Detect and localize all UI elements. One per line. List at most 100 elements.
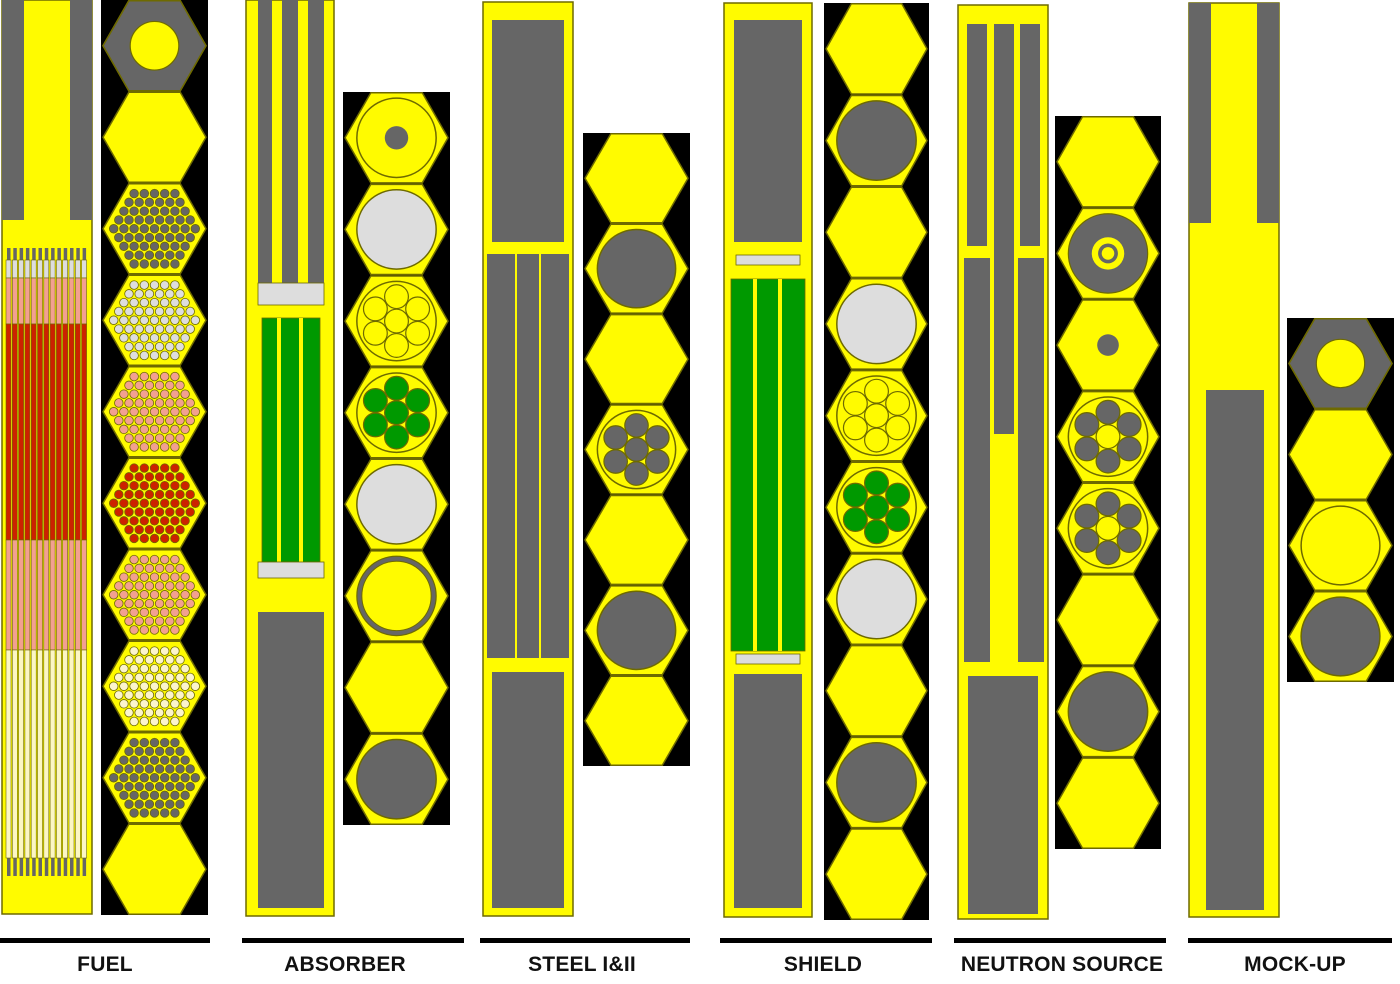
hex-shape [584,675,689,767]
absorber-rod-right [308,0,324,283]
pin [139,773,150,783]
rod [842,390,868,416]
pin [134,250,144,260]
pin [175,472,185,482]
fuel-top-plug [57,248,61,260]
pin [129,716,139,727]
pin [144,489,155,500]
pin [134,232,144,243]
rod [885,507,911,533]
pin [139,755,150,765]
fuel-pin-red [62,323,69,541]
pin [144,563,155,574]
pin [175,672,185,683]
pin [175,489,185,500]
pin [114,598,124,609]
hex-plain [584,133,689,224]
pin [159,663,170,674]
pin [165,250,175,260]
pin [114,324,124,334]
rod [863,470,890,496]
rod [603,425,628,450]
pin [175,581,185,591]
rod [1074,411,1100,437]
pin [134,215,144,225]
hex-plain [102,823,207,916]
pin [170,371,180,382]
pin [119,389,129,399]
pin [129,371,139,382]
pin [139,572,150,582]
steel-disc [356,738,437,820]
label-mock-up: MOCK-UP [1244,953,1346,976]
hex-gray-circle [825,278,928,370]
pin [154,415,165,426]
hex-pins-dark [102,732,207,824]
fuel-bottom-plug [76,858,80,876]
pin [139,607,150,618]
pin [139,480,150,491]
pin [129,188,139,199]
pin [129,389,139,399]
rod [885,482,911,508]
rod [405,320,431,346]
pin [154,799,165,809]
rod [1116,503,1142,529]
pin [124,289,134,299]
rod [405,412,431,438]
fuel-pin-red [37,323,43,541]
hex-rods-yellow [825,369,928,462]
pin [119,572,129,582]
absorber-divider [299,318,303,562]
pin [149,790,160,801]
donut-hole [1101,247,1115,260]
pin [144,472,155,482]
hex-dot [1056,299,1160,391]
pin [175,598,185,609]
pin [170,188,180,199]
rod [645,425,670,450]
pin [134,746,144,757]
pin [154,250,165,260]
shield-top-block [734,20,802,242]
pin [165,563,175,574]
pin [159,572,170,582]
pin [134,598,144,609]
pin [159,333,170,343]
fuel-pin-pink-lower [37,539,43,651]
pin [180,241,190,252]
pin [149,480,160,491]
pin [159,533,170,544]
pin [180,773,190,783]
rod [842,482,868,508]
pin [129,350,139,361]
pin [139,463,150,473]
pin [144,306,155,317]
pin [185,324,195,334]
pin [144,250,155,260]
pin [149,716,160,727]
fuel-top-plug [63,248,68,260]
label-rules [0,938,1392,943]
fuel-pin-cream [5,649,12,859]
pin [175,232,185,243]
pin [159,808,170,818]
hex-shape [102,823,207,916]
pin [170,206,180,216]
pin [180,333,190,343]
hex-column-mock-up [1287,318,1394,683]
pin [149,646,160,656]
rod [1074,503,1100,529]
rod [362,320,388,346]
pin [129,808,139,818]
axial-neutron-source [957,4,1049,920]
rod [384,375,409,401]
fuel-pin-pink [75,277,81,325]
steel-top-block [492,20,564,242]
pin [124,215,134,225]
pin [129,607,139,618]
pin [170,773,180,783]
pin [159,498,170,508]
pin [129,554,139,565]
fuel-pin-pink [56,277,62,325]
